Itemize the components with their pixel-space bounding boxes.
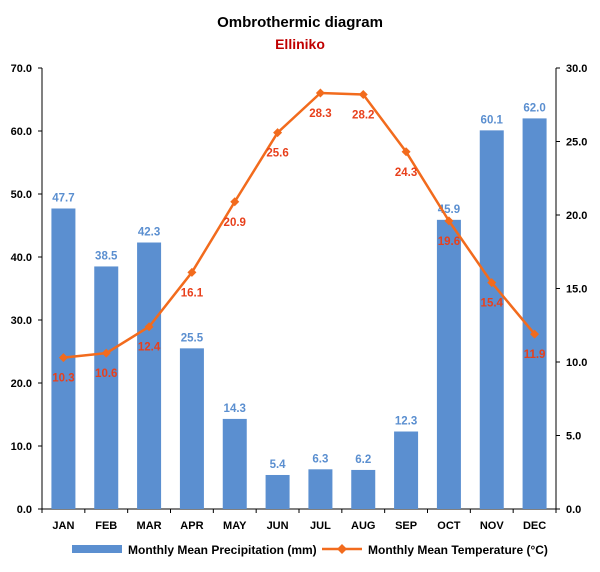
category-label: JAN: [52, 520, 74, 532]
left-tick-label: 50.0: [11, 189, 32, 201]
precipitation-bar: [436, 219, 461, 509]
temperature-point: [358, 89, 368, 99]
left-tick-label: 0.0: [17, 504, 32, 516]
temperature-data-label: 15.4: [481, 298, 504, 310]
right-tick-label: 0.0: [566, 504, 581, 516]
precipitation-labels: 47.738.542.325.514.35.4 6.3 6.212.345.960.…: [52, 102, 546, 471]
chart-subtitle: Elliniko: [275, 36, 325, 52]
precipitation-data-label: 62.0: [523, 102, 545, 114]
precipitation-data-label: 12.3: [395, 416, 417, 428]
precipitation-bar: [522, 118, 547, 510]
precipitation-bar: [351, 469, 376, 509]
left-tick-label: 70.0: [11, 63, 32, 75]
axes: 0.0 10.0 20.0 30.0 40.0 50.0 60.0 70.0 0.0 5.0 10.…: [11, 63, 588, 516]
category-label: NOV: [480, 520, 505, 532]
category-label: FEB: [95, 520, 117, 532]
category-label: DEC: [523, 520, 546, 532]
category-label: MAR: [137, 520, 162, 532]
precipitation-data-label: 14.3: [224, 403, 246, 415]
precipitation-bar: [94, 266, 119, 509]
category-label: AUG: [351, 520, 375, 532]
temperature-series-line: [63, 91, 536, 359]
temperature-point: [187, 267, 197, 277]
left-tick-label: 30.0: [11, 315, 32, 327]
temperature-data-label: 20.9: [224, 217, 246, 229]
temperature-data-label: 10.6: [95, 368, 117, 380]
temperature-labels: 10.3 10.6 12.4 16.1 20.9 25.6 28.3 28.2 24.3 19.6…: [52, 108, 545, 385]
right-tick-label: 30.0: [566, 63, 587, 75]
precipitation-data-label: 6.2: [355, 454, 371, 466]
precipitation-bar: [479, 130, 504, 509]
temperature-line: [58, 88, 540, 363]
precipitation-data-label: 6.3: [312, 453, 328, 465]
temperature-point: [444, 216, 454, 226]
temperature-point: [401, 147, 411, 157]
right-tick-label: 15.0: [566, 284, 587, 296]
legend-temperature-marker: [337, 544, 347, 554]
precipitation-data-label: 5.4: [270, 459, 287, 471]
temperature-data-label: 19.6: [438, 236, 460, 248]
left-tick-label: 20.0: [11, 378, 32, 390]
precipitation-data-label: 47.7: [52, 192, 74, 204]
right-tick-label: 5.0: [566, 431, 581, 443]
right-tick-label: 25.0: [566, 137, 587, 149]
precipitation-data-label: 38.5: [95, 250, 118, 262]
temperature-point: [230, 197, 240, 207]
category-label: JUN: [267, 520, 289, 532]
precipitation-data-label: 42.3: [138, 227, 160, 239]
temperature-point: [101, 348, 111, 358]
legend: Monthly Mean Precipitation (mm) Monthly …: [72, 543, 548, 557]
temperature-point: [315, 88, 325, 98]
temperature-data-label: 12.4: [138, 342, 161, 354]
precipitation-bar: [308, 469, 333, 509]
category-label: MAY: [223, 520, 247, 532]
temperature-point: [144, 322, 154, 332]
category-label: APR: [180, 520, 203, 532]
category-axis-labels: JAN FEB MAR APR MAY JUN JUL AUG SEP OCT NOV DEC: [52, 520, 546, 532]
left-tick-label: 10.0: [11, 441, 32, 453]
legend-precipitation-swatch: [72, 545, 122, 553]
temperature-point: [530, 329, 540, 339]
precipitation-data-label: 60.1: [481, 114, 504, 126]
precipitation-bar: [222, 418, 247, 509]
temperature-data-label: 16.1: [181, 287, 204, 299]
right-tick-label: 10.0: [566, 357, 587, 369]
precipitation-bar: [137, 242, 162, 509]
temperature-data-label: 11.9: [524, 349, 546, 361]
precipitation-data-label: 25.5: [181, 332, 204, 344]
left-tick-label: 60.0: [11, 126, 32, 138]
legend-temperature-label: Monthly Mean Temperature (°C): [368, 543, 548, 557]
temperature-point: [487, 278, 497, 288]
precipitation-bar: [179, 348, 204, 509]
right-tick-label: 20.0: [566, 210, 587, 222]
precipitation-bars: [51, 118, 547, 510]
temperature-data-label: 28.3: [309, 108, 331, 120]
category-label: SEP: [395, 520, 417, 532]
category-label: OCT: [437, 520, 461, 532]
chart-title: Ombrothermic diagram: [217, 14, 383, 31]
category-label: JUL: [310, 520, 331, 532]
temperature-point: [58, 353, 68, 363]
precipitation-bar: [265, 474, 290, 509]
precipitation-bar: [394, 431, 419, 509]
temperature-data-label: 28.2: [352, 109, 374, 121]
temperature-data-label: 25.6: [266, 148, 288, 160]
temperature-data-label: 10.3: [52, 373, 74, 385]
temperature-point: [273, 128, 283, 138]
temperature-data-label: 24.3: [395, 167, 417, 179]
left-tick-label: 40.0: [11, 252, 32, 264]
legend-precipitation-label: Monthly Mean Precipitation (mm): [128, 543, 317, 557]
